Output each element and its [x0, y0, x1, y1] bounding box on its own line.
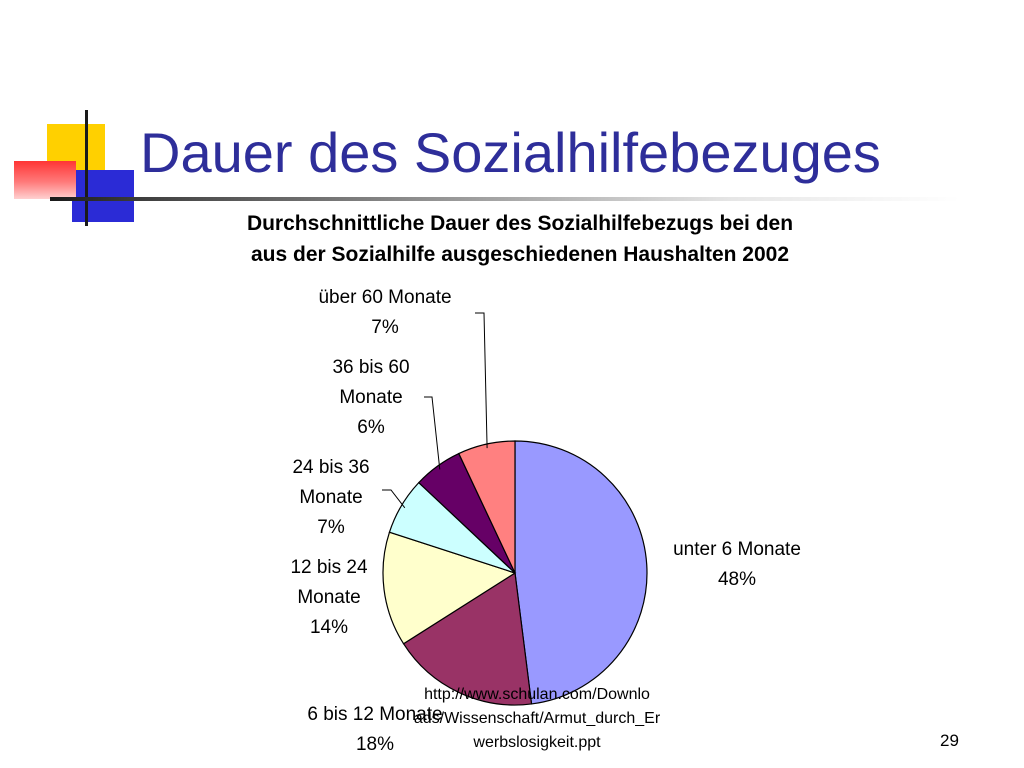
leader-line-24-bis-36-monate — [382, 489, 406, 509]
source-note: http://www.schulan.com/Downlo ads/Wissen… — [372, 683, 702, 755]
chart-title-line: Durchschnittliche Dauer des Sozialhilfeb… — [246, 212, 794, 235]
slice-label-line: Monate — [297, 587, 361, 608]
chart-title: Durchschnittliche Dauer des Sozialhilfeb… — [120, 208, 920, 270]
decor-red-square — [14, 161, 76, 199]
slice-label-line: 48% — [717, 569, 757, 590]
decor-blue-square — [72, 170, 134, 222]
pie-slice-unter-6-monate — [514, 440, 648, 705]
decor-vertical-line — [85, 110, 88, 226]
slice-label-line: über 60 Monate — [318, 287, 452, 308]
slice-label-line: 24 bis 36 — [292, 457, 370, 478]
slice-label-12-bis-24-monate: 12 bis 24 Monate 14% — [268, 553, 390, 643]
slice-label-ueber-60-monate: über 60 Monate 7% — [290, 283, 480, 343]
pie-slice-12-bis-24-monate — [382, 531, 517, 645]
slice-label-line: unter 6 Monate — [673, 539, 801, 560]
slice-label-line: 6% — [357, 417, 385, 438]
slice-label-line: 18% — [355, 734, 395, 755]
slice-label-24-bis-36-monate: 24 bis 36 Monate 7% — [272, 453, 390, 543]
slice-label-line: 14% — [309, 617, 349, 638]
source-line: ads/Wissenschaft/Armut_durch_Er — [413, 710, 661, 727]
slice-label-line: 36 bis 60 — [332, 357, 410, 378]
leader-line-36-bis-60-monate — [424, 396, 441, 470]
slide-title: Dauer des Sozialhilfebezuges — [140, 121, 881, 184]
slice-label-6-bis-12-monate: 6 bis 12 Monate 18% — [280, 700, 470, 760]
slice-label-line: 6 bis 12 Monate — [307, 704, 443, 725]
slice-label-unter-6-monate: unter 6 Monate 48% — [648, 535, 826, 595]
source-line: werbslosigkeit.ppt — [473, 734, 601, 751]
slice-label-line: Monate — [339, 387, 403, 408]
source-line: http://www.schulan.com/Downlo — [424, 686, 650, 703]
pie-slice-ueber-60-monate — [458, 440, 516, 574]
slice-label-line: 12 bis 24 — [290, 557, 368, 578]
slice-label-36-bis-60-monate: 36 bis 60 Monate 6% — [312, 353, 430, 443]
page-number: 29 — [940, 731, 959, 750]
slice-label-line: 7% — [371, 317, 399, 338]
slice-label-line: Monate — [299, 487, 363, 508]
chart-title-line: aus der Sozialhilfe ausgeschiedenen Haus… — [250, 243, 790, 266]
slice-label-line: 7% — [317, 517, 345, 538]
leader-line-ueber-60-monate — [475, 312, 488, 449]
pie-slice-6-bis-12-monate — [402, 571, 533, 706]
title-underline — [50, 197, 960, 201]
